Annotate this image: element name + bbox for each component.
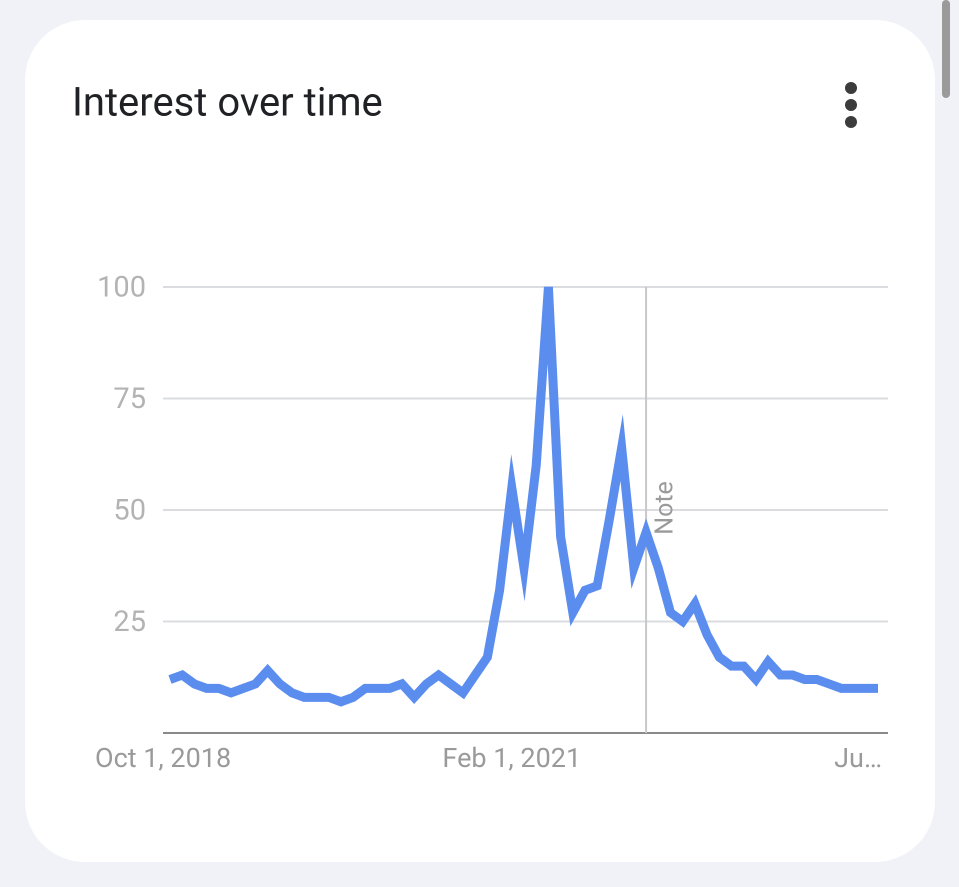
y-tick-label: 100	[97, 271, 146, 305]
menu-dot	[845, 99, 857, 111]
x-tick-label: Oct 1, 2018	[95, 742, 231, 774]
y-tick-label: 75	[113, 382, 146, 416]
card-title: Interest over time	[72, 79, 383, 126]
y-tick-label: 25	[113, 605, 146, 639]
card	[25, 20, 935, 862]
x-tick-label: Ju…	[834, 742, 882, 774]
menu-dot	[845, 116, 857, 128]
y-tick-label: 50	[113, 494, 146, 528]
note-label: Note	[651, 481, 680, 535]
line	[168, 286, 878, 707]
menu-dot	[845, 82, 857, 94]
scrollbar[interactable]	[942, 0, 950, 98]
more-menu[interactable]	[845, 82, 857, 128]
x-tick-label: Feb 1, 2021	[442, 742, 581, 774]
plot: 25 50 75 100 Note Oct 1, 2018 Feb 1, 2021 Ju…	[95, 271, 888, 774]
